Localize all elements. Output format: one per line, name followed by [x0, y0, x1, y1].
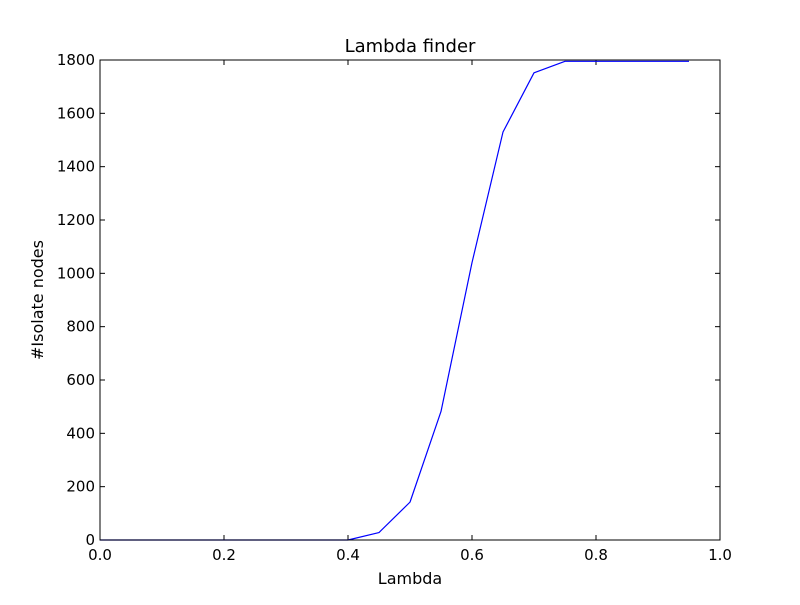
- y-tick-label: 1600: [57, 104, 95, 122]
- y-tick-label: 400: [66, 424, 95, 442]
- y-tick-label: 1400: [57, 158, 95, 176]
- y-tick-label: 1000: [57, 264, 95, 282]
- chart-title: Lambda finder: [345, 36, 476, 57]
- y-tick-label: 1200: [57, 211, 95, 229]
- x-tick-label: 0.6: [460, 546, 484, 564]
- x-tick-label: 0.0: [88, 546, 112, 564]
- x-tick-label: 0.4: [336, 546, 360, 564]
- axis-ticks: 0.0 0.2 0.4 0.6 0.8 1.0 0 200 400 600 800 1000 1200 1…: [57, 51, 732, 564]
- plot-background: [100, 60, 720, 540]
- y-tick-label: 1800: [57, 51, 95, 69]
- x-tick-label: 0.2: [212, 546, 236, 564]
- y-tick-label: 800: [66, 318, 95, 336]
- y-tick-label: 200: [66, 478, 95, 496]
- x-tick-label: 0.8: [584, 546, 608, 564]
- x-tick-label: 1.0: [708, 546, 732, 564]
- y-axis-label: #Isolate nodes: [28, 240, 47, 360]
- y-tick-label: 0: [85, 531, 95, 549]
- plot-frame: [99, 59, 721, 541]
- y-tick-label: 600: [66, 371, 95, 389]
- x-axis-label: Lambda: [378, 569, 442, 588]
